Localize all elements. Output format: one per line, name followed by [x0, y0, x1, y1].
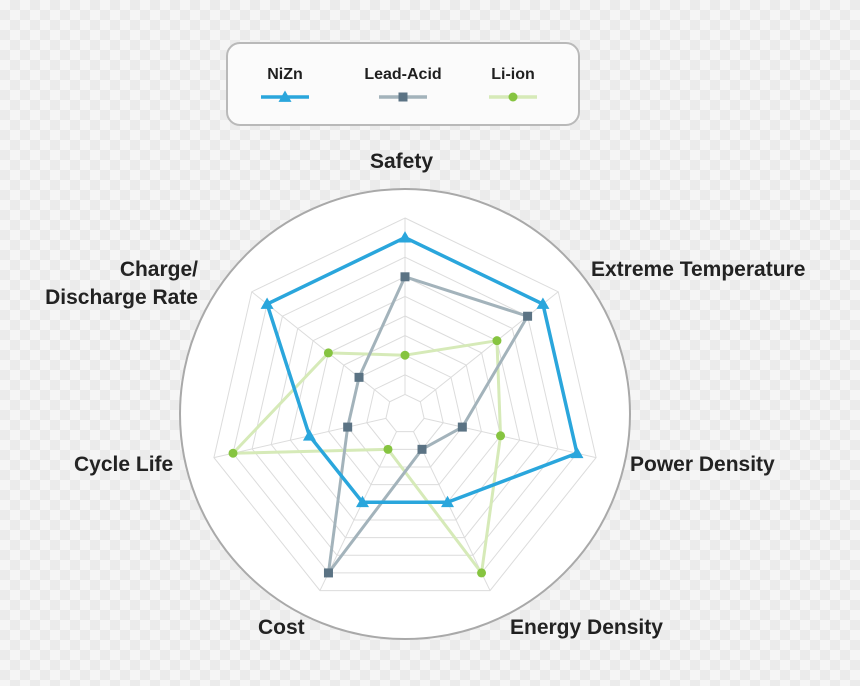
triangle-marker-icon: [261, 90, 309, 102]
legend-item-nizn: NiZn: [240, 66, 330, 104]
data-point-lead-acid: [400, 272, 410, 282]
data-point-li-ion: [383, 444, 393, 454]
circle-marker-icon: [489, 92, 537, 102]
axis-label-cost: Cost: [258, 616, 305, 639]
legend-item-lead-acid: Lead-Acid: [358, 66, 448, 104]
grid-spoke: [423, 417, 597, 459]
grid-ring: [385, 393, 425, 433]
grid-ring: [328, 335, 482, 486]
grid-ring: [270, 276, 540, 539]
data-point-nizn: [302, 429, 316, 441]
data-point-lead-acid: [523, 311, 533, 321]
data-point-lead-acid: [417, 444, 427, 454]
legend-marker-lead-acid: [398, 92, 408, 102]
series-line-lead-acid: [326, 275, 530, 575]
axis-label-cycle-life: Cycle Life: [74, 453, 174, 476]
grid-spoke: [251, 291, 390, 403]
grid-ring: [213, 217, 597, 592]
legend-item-li-ion: Li-ion: [468, 66, 558, 104]
data-point-li-ion: [228, 448, 238, 458]
axis-label-extreme-temperature: Extreme Temperature: [591, 258, 806, 281]
chart-outer-circle: [179, 188, 631, 640]
data-point-li-ion: [492, 336, 502, 346]
data-point-lead-acid: [323, 568, 333, 578]
data-point-li-ion: [496, 431, 506, 441]
axis-label-energy-density: Energy Density: [510, 616, 663, 639]
grid-spoke: [213, 417, 387, 459]
legend-label: Lead-Acid: [364, 66, 442, 83]
axis-label-power-density: Power Density: [630, 453, 775, 476]
data-point-nizn: [355, 495, 369, 508]
legend: NiZn Lead-Acid Li-ion: [226, 42, 580, 126]
grid-ring: [366, 374, 444, 450]
data-point-lead-acid: [354, 372, 364, 382]
legend-label: NiZn: [267, 66, 303, 83]
data-point-nizn: [398, 231, 412, 243]
data-point-nizn: [260, 297, 274, 309]
series-line-li-ion: [231, 339, 503, 575]
legend-marker-nizn: [278, 90, 292, 102]
series-line-nizn: [265, 235, 579, 505]
data-point-nizn: [570, 446, 584, 459]
grid-spoke: [319, 431, 397, 591]
legend-label: Li-ion: [491, 66, 535, 83]
data-point-li-ion: [400, 350, 410, 360]
grid-ring: [289, 295, 521, 521]
axis-label-charge-discharge-rate: Charge/ Discharge Rate: [45, 258, 198, 309]
data-point-li-ion: [323, 348, 333, 358]
legend-marker-li-ion: [508, 92, 518, 102]
data-point-nizn: [536, 297, 550, 309]
grid-spoke: [420, 291, 559, 403]
axis-label-safety: Safety: [370, 150, 434, 173]
data-point-nizn: [441, 495, 455, 508]
grid-spoke: [413, 431, 491, 591]
data-point-lead-acid: [457, 422, 467, 432]
square-marker-icon: [379, 92, 427, 102]
data-point-lead-acid: [343, 422, 353, 432]
data-point-li-ion: [477, 568, 487, 578]
